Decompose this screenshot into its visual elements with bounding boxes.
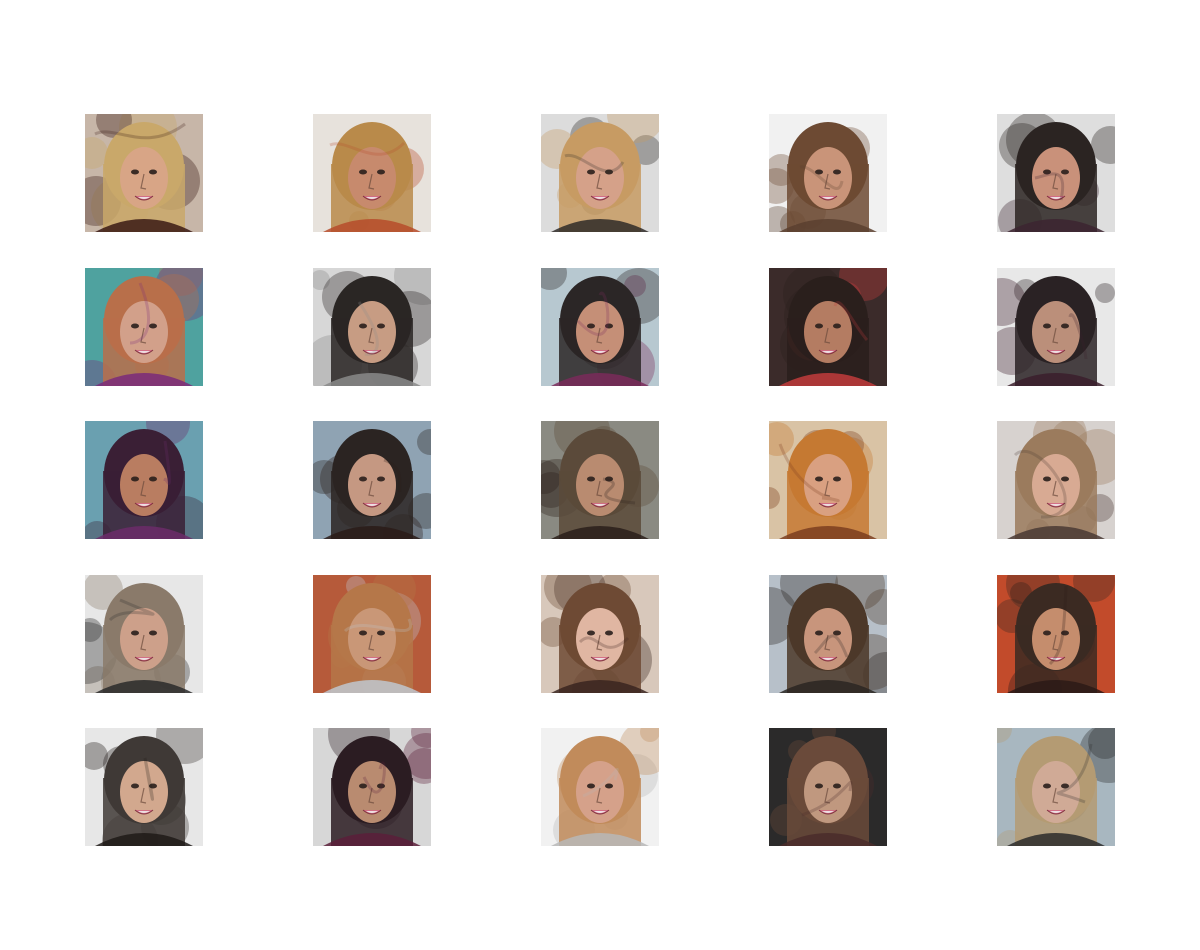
face-sample-image [541, 267, 659, 386]
face-sample-r3-c1 [85, 421, 203, 539]
face-sample-image [313, 267, 431, 386]
face-sample-r5-c5 [997, 728, 1115, 846]
face-sample-r5-c2 [313, 728, 431, 846]
face-sample-r4-c4 [769, 574, 887, 693]
face-sample-image [85, 728, 203, 846]
face-sample-image [769, 421, 887, 539]
face-sample-r4-c5 [997, 574, 1115, 693]
face-sample-image [85, 114, 203, 232]
face-sample-image [313, 421, 431, 539]
face-sample-r5-c3 [541, 728, 659, 846]
face-sample-r1-c5 [997, 114, 1115, 232]
face-sample-r3-c2 [313, 421, 431, 539]
face-sample-image [769, 114, 887, 232]
face-sample-r1-c1 [85, 114, 203, 232]
face-sample-image [541, 114, 659, 232]
face-sample-r5-c4 [769, 728, 887, 846]
face-sample-image [313, 114, 431, 232]
face-sample-image [997, 574, 1115, 693]
face-sample-r2-c5 [997, 267, 1115, 386]
face-sample-r4-c3 [541, 574, 659, 693]
face-sample-r1-c2 [313, 114, 431, 232]
face-sample-r2-c2 [313, 267, 431, 386]
face-sample-image [769, 728, 887, 846]
face-sample-image [85, 574, 203, 693]
face-sample-image [541, 421, 659, 539]
face-sample-r2-c3 [541, 267, 659, 386]
face-sample-r5-c1 [85, 728, 203, 846]
face-sample-image [85, 267, 203, 386]
face-sample-r3-c5 [997, 421, 1115, 539]
face-sample-image [313, 574, 431, 693]
face-sample-r1-c4 [769, 114, 887, 232]
face-sample-image [313, 728, 431, 846]
face-sample-image [997, 267, 1115, 386]
face-sample-r1-c3 [541, 114, 659, 232]
face-sample-r3-c4 [769, 421, 887, 539]
face-sample-r4-c2 [313, 574, 431, 693]
face-sample-r2-c4 [769, 267, 887, 386]
face-sample-image [85, 421, 203, 539]
face-sample-r2-c1 [85, 267, 203, 386]
face-sample-image [997, 114, 1115, 232]
face-sample-image [997, 728, 1115, 846]
face-sample-r4-c1 [85, 574, 203, 693]
face-sample-image [997, 421, 1115, 539]
face-sample-image [541, 574, 659, 693]
face-sample-r3-c3 [541, 421, 659, 539]
face-sample-image [769, 574, 887, 693]
face-sample-image [541, 728, 659, 846]
face-sample-image [769, 267, 887, 386]
